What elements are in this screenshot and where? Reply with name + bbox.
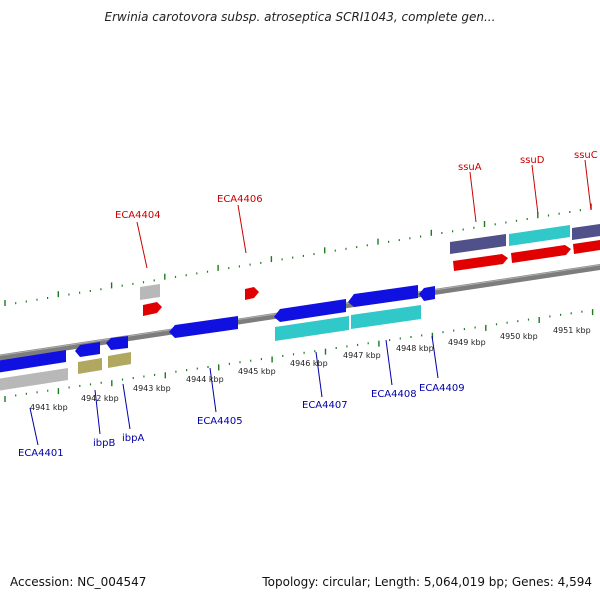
leader-ECA4407 xyxy=(315,351,323,398)
ruler-label: 4945 kbp xyxy=(238,367,276,376)
gene-ssuC-red[interactable] xyxy=(573,240,600,254)
bottom-tick-ruler xyxy=(4,309,594,402)
gene-ibpB[interactable] xyxy=(75,342,100,357)
gene-label-ECA4404[interactable]: ECA4404 xyxy=(115,210,161,221)
leader-ssuD xyxy=(531,164,539,215)
ruler-label: 4944 kbp xyxy=(186,375,224,384)
ruler-label: 4946 kbp xyxy=(290,359,328,368)
ruler-label: 4951 kbp xyxy=(553,326,591,335)
ruler-label: 4950 kbp xyxy=(500,332,538,341)
gene-ECA4401[interactable] xyxy=(0,350,66,374)
gene-ECA4406-red[interactable] xyxy=(245,287,259,300)
gene-ibpA[interactable] xyxy=(106,336,128,350)
gene-ssuD-cyan[interactable] xyxy=(509,225,570,246)
top-tick-ruler xyxy=(4,203,592,306)
gene-ECA4408-cyan[interactable] xyxy=(351,305,421,329)
map-title: Erwinia carotovora subsp. atroseptica SC… xyxy=(104,10,496,24)
gene-ssuD-red[interactable] xyxy=(511,245,571,263)
ruler-label: 4942 kbp xyxy=(81,394,119,403)
gene-ibpB-olive[interactable] xyxy=(78,358,102,374)
leader-ibpA xyxy=(122,383,131,430)
gene-ECA4407[interactable] xyxy=(274,299,346,322)
gene-ECA4407-cyan[interactable] xyxy=(275,316,349,341)
ruler-label: 4948 kbp xyxy=(396,344,434,353)
gene-label-ECA4401[interactable]: ECA4401 xyxy=(18,448,64,459)
leader-ECA4405 xyxy=(209,367,217,413)
gene-label-ECA4409[interactable]: ECA4409 xyxy=(419,383,465,394)
gene-label-ECA4405[interactable]: ECA4405 xyxy=(197,416,243,427)
gene-label-ssuA[interactable]: ssuA xyxy=(458,162,482,173)
leader-ssuA xyxy=(469,171,477,223)
gene-ssuC-slate[interactable] xyxy=(572,224,600,240)
leader-ECA4408 xyxy=(385,339,393,386)
leader-ECA4404 xyxy=(136,221,148,269)
gene-ECA4408[interactable] xyxy=(348,285,418,307)
genome-stats-text: Topology: circular; Length: 5,064,019 bp… xyxy=(262,575,592,589)
ruler-label: 4949 kbp xyxy=(448,338,486,347)
ruler-label: 4941 kbp xyxy=(30,403,68,412)
gene-label-ibpA[interactable]: ibpA xyxy=(122,433,144,444)
gene-ECA4404-red[interactable] xyxy=(143,302,162,316)
gene-ECA4405[interactable] xyxy=(169,316,238,338)
ruler-label: 4943 kbp xyxy=(133,384,171,393)
gene-label-ECA4406[interactable]: ECA4406 xyxy=(217,194,263,205)
accession-text: Accession: NC_004547 xyxy=(10,575,147,589)
leader-ibpB xyxy=(94,389,101,435)
gene-label-ibpB[interactable]: ibpB xyxy=(93,438,115,449)
gene-ECA4409[interactable] xyxy=(419,286,435,301)
gene-label-ECA4407[interactable]: ECA4407 xyxy=(302,400,348,411)
gene-ssuA-red[interactable] xyxy=(453,254,508,271)
gene-ssuA-slate[interactable] xyxy=(450,234,506,254)
gene-ibpA-olive[interactable] xyxy=(108,352,131,368)
leader-ssuC xyxy=(584,159,592,211)
leader-ECA4401 xyxy=(29,407,39,446)
ruler-label: 4947 kbp xyxy=(343,351,381,360)
gene-ECA4401-gray[interactable] xyxy=(0,368,68,392)
gene-ECA4404-gray[interactable] xyxy=(140,284,160,300)
gene-label-ssuD[interactable]: ssuD xyxy=(520,155,545,166)
gene-label-ECA4408[interactable]: ECA4408 xyxy=(371,389,417,400)
leader-ECA4409 xyxy=(431,335,439,379)
gene-label-ssuC[interactable]: ssuC xyxy=(574,150,598,161)
leader-ECA4406 xyxy=(237,204,247,254)
